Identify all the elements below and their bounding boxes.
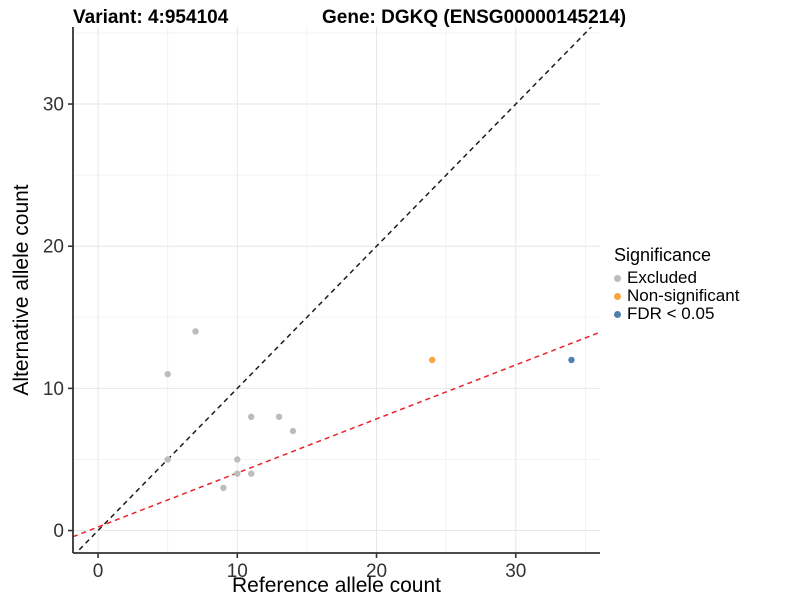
plot-title-variant: Variant: 4:954104: [73, 7, 229, 28]
legend-item-label: Non-significant: [627, 286, 740, 305]
data-point: [568, 356, 575, 364]
y-tick-label: 0: [53, 521, 64, 542]
data-point: [220, 484, 227, 492]
identity-line: [75, 27, 593, 553]
x-axis-title: Reference allele count: [232, 574, 441, 597]
y-tick-label: 30: [43, 95, 64, 116]
data-point: [248, 470, 255, 477]
data-point: [248, 413, 255, 421]
legend: Significance Excluded Non-significant FDR …: [614, 245, 739, 323]
data-point: [164, 370, 171, 378]
legend-items: Excluded Non-significant FDR < 0.05: [614, 269, 739, 323]
data-point: [289, 427, 297, 435]
legend-title: Significance: [614, 245, 712, 265]
expected-ratio-line: [73, 331, 600, 538]
data-point: [429, 356, 436, 364]
y-tick-label: 10: [43, 379, 64, 400]
data-point: [234, 456, 241, 463]
legend-item: Excluded: [614, 269, 739, 287]
legend-item: FDR < 0.05: [614, 305, 739, 323]
data-point: [234, 470, 241, 477]
data-point: [164, 456, 171, 463]
data-point: [275, 413, 283, 421]
x-tick-label: 10: [227, 561, 248, 582]
x-tick-label: 30: [505, 561, 526, 582]
legend-item-label: Excluded: [627, 268, 697, 287]
y-tick-label: 20: [43, 237, 64, 258]
legend-item: Non-significant: [614, 287, 739, 305]
legend-dot-icon: [614, 310, 621, 318]
legend-dot-icon: [614, 292, 621, 300]
data-point: [192, 328, 199, 335]
legend-dot-icon: [614, 274, 621, 282]
x-tick-label: 0: [93, 561, 104, 582]
y-axis-title: Alternative allele count: [10, 184, 33, 396]
legend-item-label: FDR < 0.05: [627, 304, 715, 323]
plot-title-gene: Gene: DGKQ (ENSG00000145214): [322, 7, 627, 28]
x-tick-label: 20: [366, 561, 387, 582]
